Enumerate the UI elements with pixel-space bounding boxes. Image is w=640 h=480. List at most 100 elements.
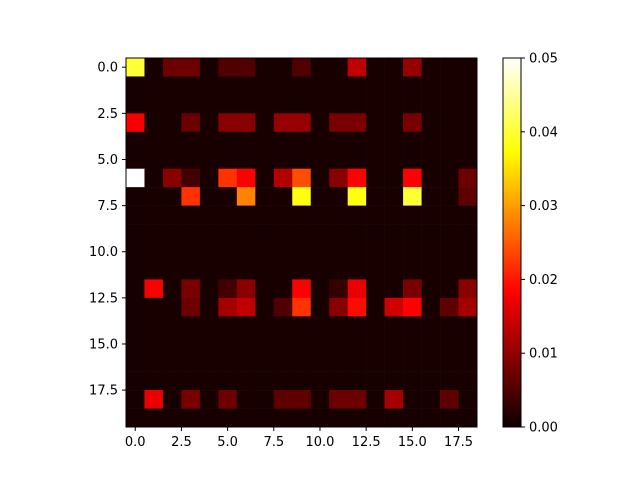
heatmap-cell-r18-c6 xyxy=(236,390,256,409)
heatmap-cell-r19-c2 xyxy=(162,408,182,428)
heatmap-cell-r18-c16 xyxy=(421,390,441,409)
heatmap-cell-r1-c14 xyxy=(384,76,404,96)
heatmap-cell-r4-c8 xyxy=(273,131,293,151)
heatmap-cell-r3-c17 xyxy=(440,113,459,133)
heatmap-cell-r2-c15 xyxy=(403,94,422,114)
heatmap-cell-r15-c2 xyxy=(162,334,182,354)
heatmap-cell-r0-c7 xyxy=(255,58,275,77)
heatmap-cell-r10-c18 xyxy=(458,242,478,262)
heatmap-cell-r6-c14 xyxy=(384,168,404,188)
heatmap-cell-r5-c2 xyxy=(162,150,182,169)
heatmap-cell-r8-c3 xyxy=(181,205,201,225)
heatmap-cell-r9-c1 xyxy=(144,224,164,243)
heatmap-cell-r9-c10 xyxy=(310,224,330,243)
heatmap-cell-r5-c15 xyxy=(403,150,422,169)
heatmap-cell-r13-c3 xyxy=(181,297,201,317)
heatmap-cell-r17-c4 xyxy=(199,371,219,391)
heatmap-cell-r4-c2 xyxy=(162,131,182,151)
heatmap-cell-r14-c16 xyxy=(421,316,441,336)
heatmap-cell-r8-c16 xyxy=(421,205,441,225)
heatmap-cell-r14-c14 xyxy=(384,316,404,336)
heatmap-cell-r14-c8 xyxy=(273,316,293,336)
heatmap-cell-r1-c11 xyxy=(329,76,348,96)
heatmap-cell-r15-c0 xyxy=(126,334,145,354)
heatmap-cell-r5-c3 xyxy=(181,150,201,169)
heatmap-cell-r2-c17 xyxy=(440,94,459,114)
heatmap-cells xyxy=(126,58,478,428)
x-tick-label: 17.5 xyxy=(444,435,473,450)
heatmap-cell-r18-c8 xyxy=(273,390,293,409)
colorbar-tick-label: 0.04 xyxy=(529,125,558,140)
heatmap-cell-r13-c12 xyxy=(347,297,367,317)
heatmap-cell-r13-c6 xyxy=(236,297,256,317)
heatmap-cell-r6-c0 xyxy=(126,168,145,188)
heatmap-cell-r3-c3 xyxy=(181,113,201,133)
y-tick-label: 0.0 xyxy=(97,61,118,76)
heatmap-cell-r9-c16 xyxy=(421,224,441,243)
heatmap-cell-r11-c9 xyxy=(292,260,312,280)
heatmap-cell-r11-c5 xyxy=(218,260,238,280)
heatmap-cell-r6-c6 xyxy=(236,168,256,188)
heatmap-cell-r7-c6 xyxy=(236,187,256,206)
heatmap-cell-r2-c9 xyxy=(292,94,312,114)
heatmap-cell-r15-c13 xyxy=(366,334,385,354)
heatmap-cell-r4-c18 xyxy=(458,131,478,151)
heatmap-cell-r4-c15 xyxy=(403,131,422,151)
heatmap-cell-r3-c11 xyxy=(329,113,348,133)
heatmap-cell-r11-c17 xyxy=(440,260,459,280)
heatmap-cell-r11-c1 xyxy=(144,260,164,280)
heatmap-cell-r15-c17 xyxy=(440,334,459,354)
heatmap-cell-r1-c0 xyxy=(126,76,145,96)
heatmap-cell-r14-c18 xyxy=(458,316,478,336)
heatmap-cell-r4-c12 xyxy=(347,131,367,151)
heatmap-cell-r15-c4 xyxy=(199,334,219,354)
y-tick-label: 10.0 xyxy=(89,245,118,260)
heatmap-cell-r14-c15 xyxy=(403,316,422,336)
heatmap-cell-r13-c7 xyxy=(255,297,275,317)
x-tick-label: 2.5 xyxy=(171,435,192,450)
heatmap-cell-r0-c3 xyxy=(181,58,201,77)
heatmap-cell-r6-c9 xyxy=(292,168,312,188)
heatmap-cell-r15-c5 xyxy=(218,334,238,354)
heatmap-cell-r5-c17 xyxy=(440,150,459,169)
x-tick-label: 12.5 xyxy=(352,435,381,450)
heatmap-cell-r5-c4 xyxy=(199,150,219,169)
heatmap-cell-r6-c1 xyxy=(144,168,164,188)
heatmap-cell-r12-c6 xyxy=(236,279,256,299)
heatmap-cell-r2-c16 xyxy=(421,94,441,114)
heatmap-cell-r9-c9 xyxy=(292,224,312,243)
heatmap-cell-r4-c0 xyxy=(126,131,145,151)
heatmap-cell-r8-c13 xyxy=(366,205,385,225)
heatmap-cell-r4-c14 xyxy=(384,131,404,151)
heatmap-cell-r6-c4 xyxy=(199,168,219,188)
heatmap-cell-r11-c8 xyxy=(273,260,293,280)
heatmap-cell-r2-c8 xyxy=(273,94,293,114)
heatmap-cell-r3-c9 xyxy=(292,113,312,133)
heatmap-cell-r1-c7 xyxy=(255,76,275,96)
heatmap-cell-r2-c2 xyxy=(162,94,182,114)
heatmap-cell-r2-c7 xyxy=(255,94,275,114)
heatmap-cell-r3-c16 xyxy=(421,113,441,133)
heatmap-cell-r18-c2 xyxy=(162,390,182,409)
heatmap-cell-r13-c18 xyxy=(458,297,478,317)
heatmap-cell-r0-c9 xyxy=(292,58,312,77)
heatmap-cell-r4-c3 xyxy=(181,131,201,151)
heatmap-cell-r19-c9 xyxy=(292,408,312,428)
heatmap-cell-r13-c10 xyxy=(310,297,330,317)
heatmap-cell-r16-c14 xyxy=(384,353,404,372)
heatmap-cell-r15-c11 xyxy=(329,334,348,354)
heatmap-cell-r17-c7 xyxy=(255,371,275,391)
heatmap-cell-r7-c8 xyxy=(273,187,293,206)
heatmap-cell-r8-c15 xyxy=(403,205,422,225)
heatmap-cell-r14-c11 xyxy=(329,316,348,336)
heatmap-cell-r18-c3 xyxy=(181,390,201,409)
heatmap-cell-r9-c3 xyxy=(181,224,201,243)
heatmap-cell-r11-c15 xyxy=(403,260,422,280)
heatmap-cell-r7-c18 xyxy=(458,187,478,206)
heatmap-cell-r8-c4 xyxy=(199,205,219,225)
heatmap-cell-r7-c5 xyxy=(218,187,238,206)
heatmap-cell-r9-c17 xyxy=(440,224,459,243)
heatmap-cell-r16-c3 xyxy=(181,353,201,372)
heatmap-cell-r5-c7 xyxy=(255,150,275,169)
